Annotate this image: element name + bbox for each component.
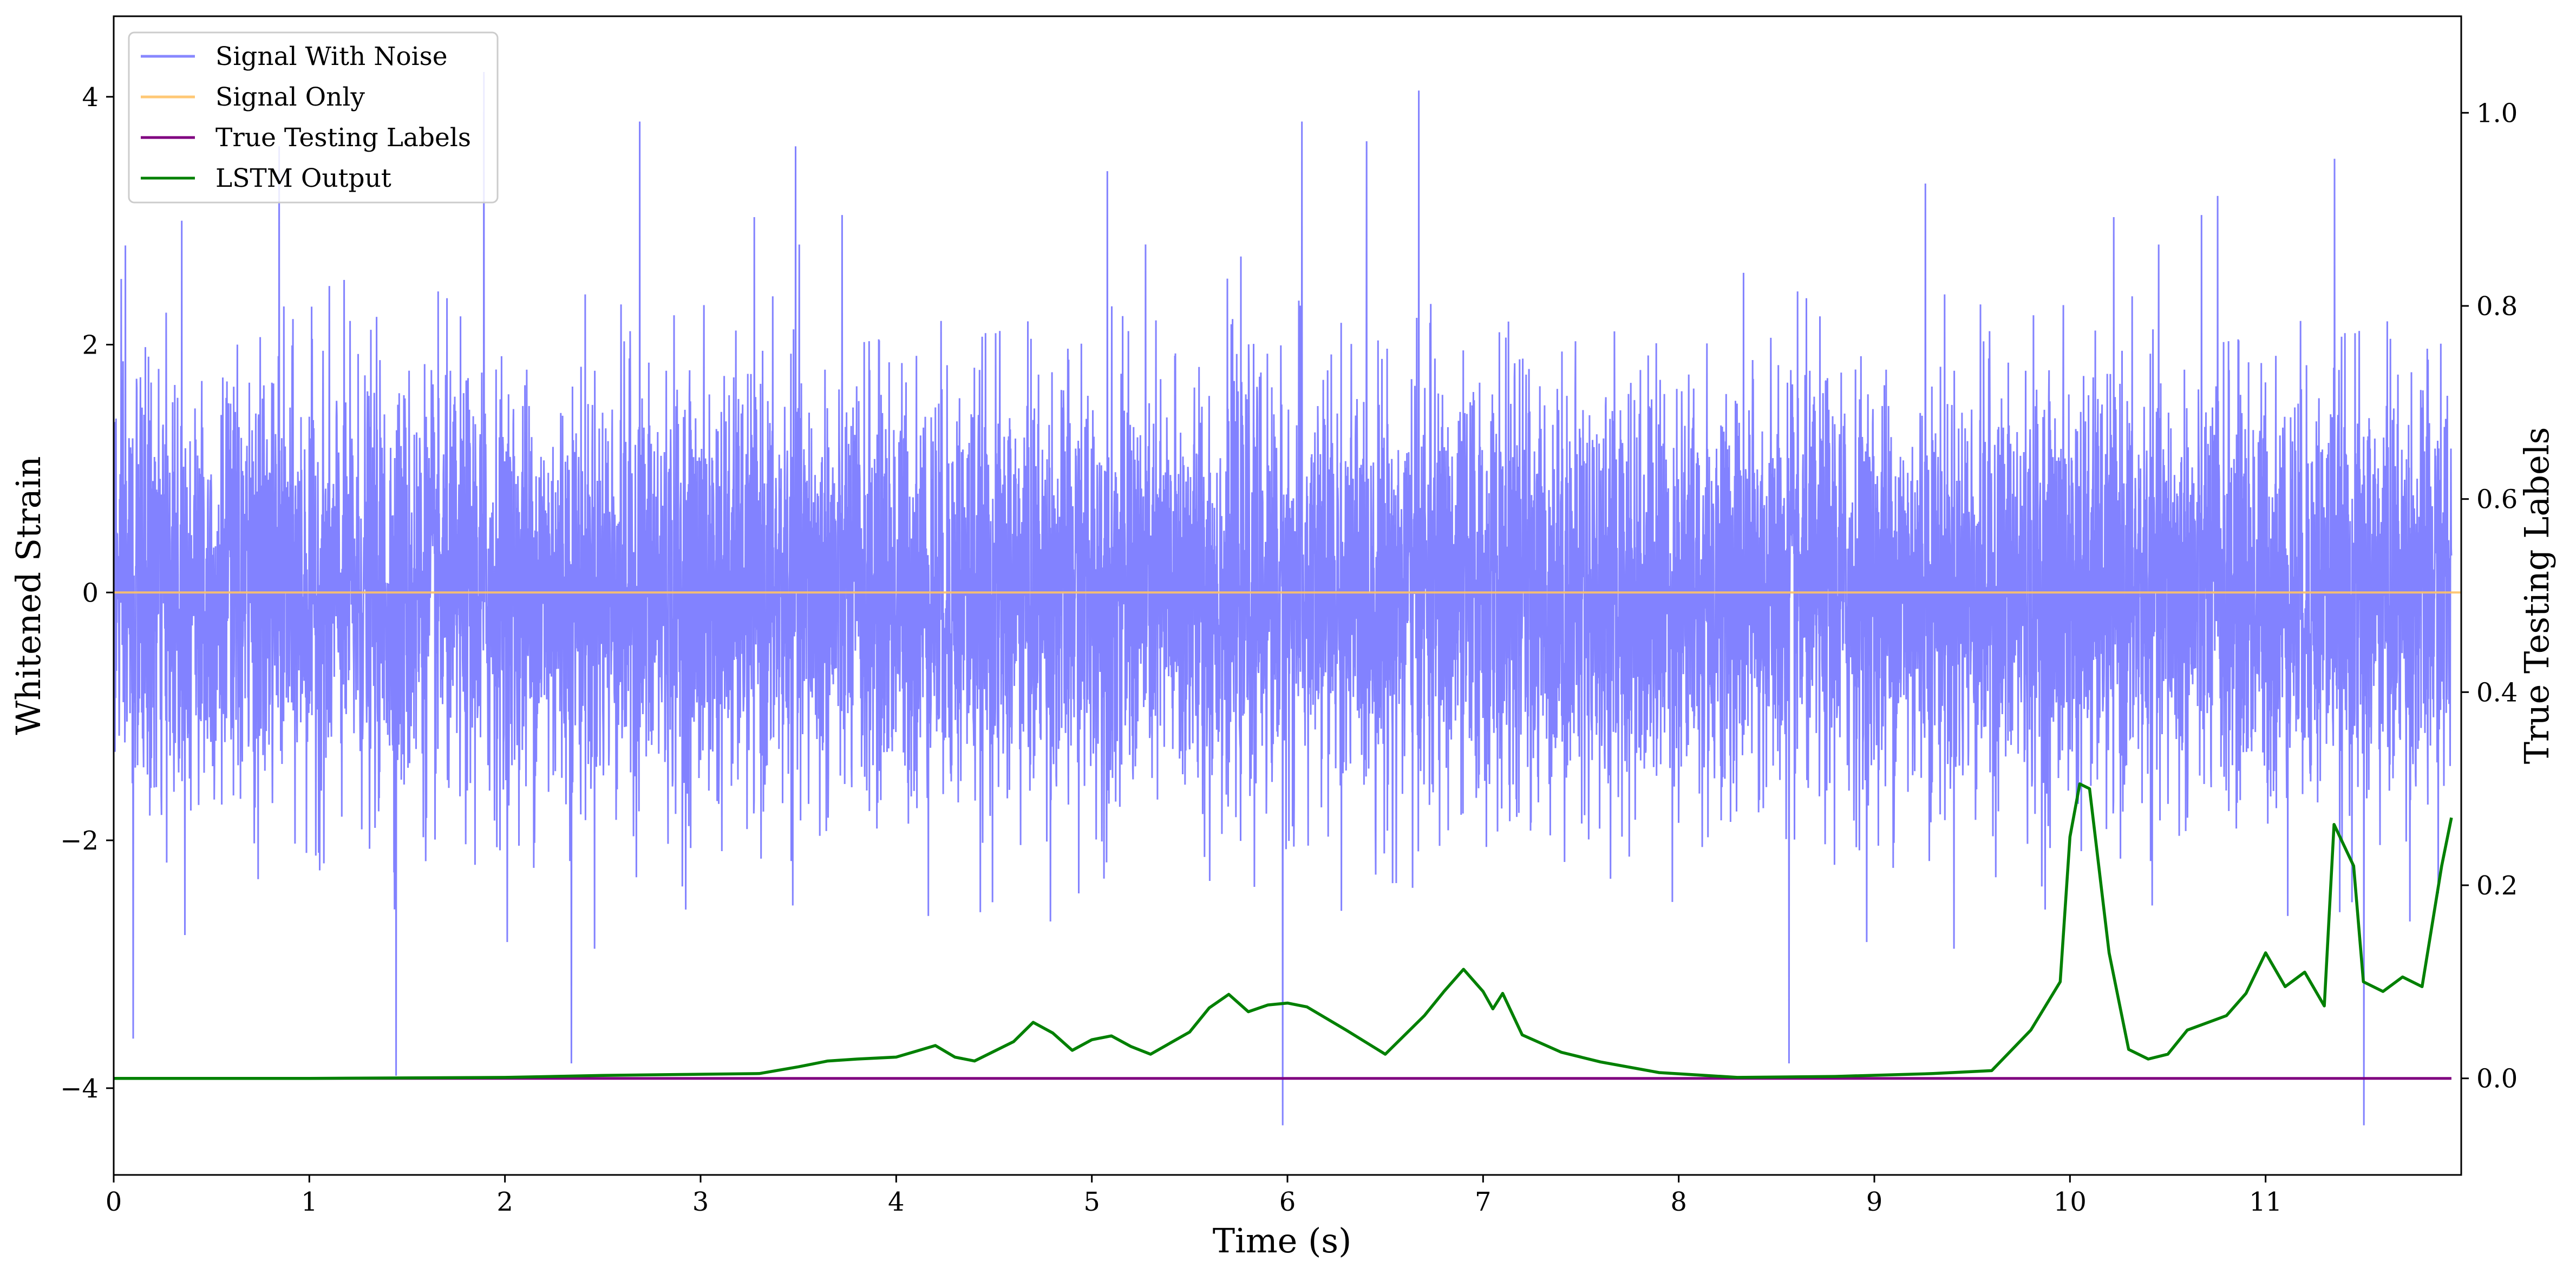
x-tick-label: 8 xyxy=(1670,1187,1687,1217)
x-tick-label: 0 xyxy=(106,1187,122,1217)
x-tick-label: 7 xyxy=(1475,1187,1492,1217)
x-tick-label: 1 xyxy=(301,1187,318,1217)
series-signal-with-noise xyxy=(114,71,2453,1126)
y-right-tick-label: 0.2 xyxy=(2476,871,2518,901)
legend-label-signal-only: Signal Only xyxy=(215,82,365,112)
y-axis-right: 0.0 0.2 0.4 0.6 0.8 1.0 xyxy=(2461,98,2518,1094)
x-axis: 0 1 2 3 4 5 6 7 8 9 10 11 xyxy=(106,1175,2282,1217)
x-tick-label: 6 xyxy=(1279,1187,1296,1217)
x-tick-label: 3 xyxy=(692,1187,709,1217)
y-left-tick-label: −2 xyxy=(60,826,99,856)
y-axis-left-label: Whitened Strain xyxy=(9,456,48,735)
y-axis-left: −4 −2 0 2 4 xyxy=(60,82,114,1104)
legend-label-lstm-output: LSTM Output xyxy=(215,164,391,193)
legend-label-true-testing-labels: True Testing Labels xyxy=(215,123,471,153)
y-right-tick-label: 0.8 xyxy=(2476,291,2518,322)
plot-area xyxy=(114,71,2461,1126)
y-axis-right-label: True Testing Labels xyxy=(2517,427,2557,765)
y-left-tick-label: 4 xyxy=(82,82,99,113)
x-tick-label: 10 xyxy=(2054,1187,2087,1217)
y-right-tick-label: 0.6 xyxy=(2476,485,2518,515)
y-right-tick-label: 0.0 xyxy=(2476,1064,2518,1094)
legend-frame xyxy=(128,31,499,204)
x-tick-label: 9 xyxy=(1866,1187,1883,1217)
x-tick-label: 5 xyxy=(1083,1187,1100,1217)
x-tick-label: 11 xyxy=(2249,1187,2282,1217)
x-tick-label: 4 xyxy=(888,1187,905,1217)
y-left-tick-label: 0 xyxy=(82,578,99,608)
y-left-tick-label: 2 xyxy=(82,330,99,361)
x-tick-label: 2 xyxy=(496,1187,513,1217)
legend-label-signal-with-noise: Signal With Noise xyxy=(215,42,448,71)
y-right-tick-label: 1.0 xyxy=(2476,98,2518,128)
legend: Signal With Noise Signal Only True Testing… xyxy=(128,31,499,204)
y-right-tick-label: 0.4 xyxy=(2476,677,2518,708)
x-axis-label: Time (s) xyxy=(1213,1221,1352,1260)
series-lstm-output xyxy=(114,782,2453,1080)
y-left-tick-label: −4 xyxy=(60,1074,99,1104)
